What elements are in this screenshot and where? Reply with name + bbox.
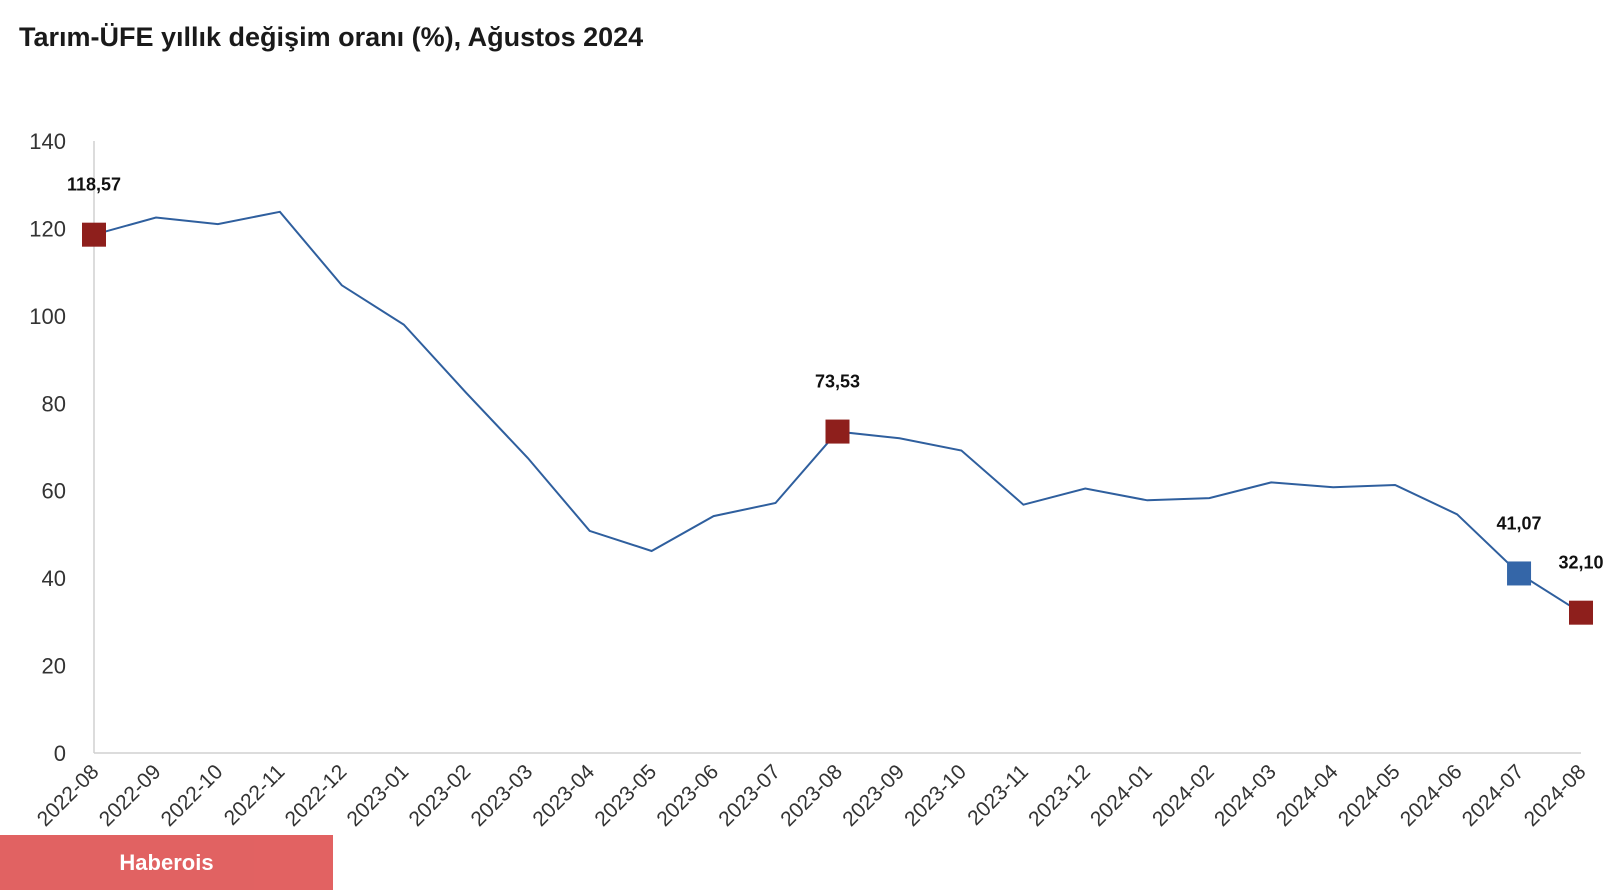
x-tick-label: 2023-08: [776, 760, 847, 831]
axes: [93, 141, 1581, 754]
x-tick-label: 2023-11: [963, 760, 1033, 830]
data-label: 32,10: [1558, 553, 1603, 573]
data-markers: [82, 222, 1593, 625]
y-tick-label: 120: [29, 216, 66, 241]
x-tick-label: 2023-04: [528, 760, 599, 831]
x-tick-label: 2023-03: [466, 760, 537, 831]
y-tick-label: 60: [42, 479, 66, 504]
x-tick-label: 2024-08: [1520, 760, 1591, 831]
data-label: 118,57: [67, 175, 121, 195]
x-tick-label: 2023-06: [652, 760, 723, 831]
x-tick-label: 2024-05: [1334, 760, 1405, 831]
y-tick-label: 80: [42, 391, 66, 416]
data-marker: [1569, 600, 1593, 625]
data-marker: [82, 222, 106, 247]
data-marker: [1507, 561, 1532, 586]
x-tick-label: 2022-12: [281, 760, 352, 831]
y-tick-label: 20: [42, 654, 66, 679]
x-tick-label: 2023-02: [405, 760, 476, 831]
x-tick-label: 2022-09: [95, 760, 166, 831]
x-axis-ticks: 2022-082022-092022-102022-112022-122023-…: [33, 760, 1591, 831]
y-axis-ticks: 0 20 40 60 80 100 120 140: [29, 129, 66, 766]
x-tick-label: 2023-05: [590, 760, 661, 831]
x-tick-label: 2024-06: [1396, 760, 1467, 831]
y-tick-label: 100: [29, 304, 66, 329]
x-tick-label: 2023-10: [900, 760, 971, 831]
x-tick-label: 2022-10: [157, 760, 228, 831]
x-tick-label: 2023-01: [343, 760, 414, 831]
x-tick-label: 2023-07: [714, 760, 785, 831]
x-tick-label: 2022-11: [220, 760, 290, 830]
data-label: 73,53: [815, 372, 860, 392]
x-tick-label: 2024-07: [1458, 760, 1529, 831]
x-tick-label: 2023-12: [1024, 760, 1095, 831]
x-tick-label: 2024-02: [1148, 760, 1219, 831]
x-tick-label: 2022-08: [33, 760, 104, 831]
chart-title: Tarım-ÜFE yıllık değişim oranı (%), Ağus…: [19, 22, 644, 52]
y-tick-label: 0: [54, 741, 66, 766]
data-marker: [825, 419, 850, 444]
watermark-banner: Haberois: [0, 835, 333, 890]
series-line: [93, 210, 1582, 614]
y-tick-label: 40: [42, 566, 66, 591]
data-labels: 118,57 73,53 41,07 32,10: [67, 175, 1604, 573]
x-tick-label: 2023-09: [838, 760, 909, 831]
data-label: 41,07: [1497, 513, 1542, 533]
x-tick-label: 2024-04: [1272, 760, 1343, 831]
x-tick-label: 2024-01: [1086, 760, 1157, 831]
x-tick-label: 2024-03: [1210, 760, 1281, 831]
y-tick-label: 140: [29, 129, 66, 154]
